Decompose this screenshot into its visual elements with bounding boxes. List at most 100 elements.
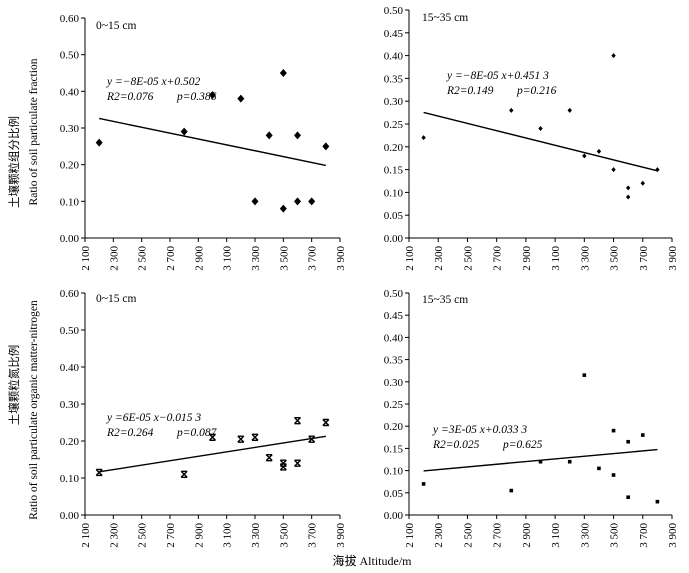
data-point xyxy=(421,482,426,486)
y-tick-label: 0.50 xyxy=(384,288,404,300)
y-tick-label: 0.35 xyxy=(384,73,404,85)
regression-p: p=0.386 xyxy=(176,91,217,103)
y-tick-label: 0.35 xyxy=(384,355,404,367)
data-point xyxy=(294,416,301,425)
x-tick-label: 3 100 xyxy=(222,523,234,548)
data-point xyxy=(237,435,245,443)
x-tick-label: 2 300 xyxy=(108,246,120,271)
x-tick-label: 2 900 xyxy=(193,246,205,271)
data-point xyxy=(180,127,188,136)
data-point xyxy=(308,197,316,206)
data-point xyxy=(567,459,572,464)
trend-line xyxy=(423,111,658,172)
x-tick-label: 3 700 xyxy=(638,523,650,548)
y-tick-label: 0.50 xyxy=(384,5,404,17)
data-point xyxy=(294,131,301,140)
x-tick-label: 2 700 xyxy=(492,523,504,548)
y-tick-label: 0.20 xyxy=(384,421,404,433)
y-tick-label: 0.30 xyxy=(60,399,80,411)
panel-top-left: 0.00 0.10 0.20 0.30 0.40 0.50 0.60 2 100 2 300 2 … xyxy=(60,13,347,271)
regression-p: p=0.087 xyxy=(176,427,218,439)
y-axis-title-bottom-cn: 土壤颗粒氮比例 xyxy=(7,345,21,426)
data-point xyxy=(625,185,631,191)
regression-equation: y =3E-05 x+0.033 3 xyxy=(432,424,527,436)
x-tick-label: 3 900 xyxy=(335,523,347,548)
panel-bottom-left: 0.00 0.10 0.20 0.30 0.40 0.50 0.60 2 100 2 300 2 … xyxy=(60,288,347,548)
x-tick-label: 3 300 xyxy=(250,246,262,271)
y-tick-label: 0.05 xyxy=(384,488,404,500)
x-tick-label: 2 900 xyxy=(521,246,533,271)
regression-equation: y =−8E-05 x+0.451 3 xyxy=(446,70,549,82)
data-point xyxy=(279,69,287,77)
x-tick-label: 3 100 xyxy=(222,246,234,271)
y-tick-label: 0.10 xyxy=(384,466,404,478)
x-tick-label: 2 100 xyxy=(404,523,416,548)
y-tick-label: 0.15 xyxy=(384,165,404,177)
data-point xyxy=(294,459,301,467)
y-tick-label: 0.45 xyxy=(384,28,404,40)
x-tick-label: 2 500 xyxy=(137,523,149,548)
data-point xyxy=(640,180,645,186)
data-point xyxy=(611,428,616,433)
data-point xyxy=(640,433,645,437)
x-tick-label: 2 700 xyxy=(165,246,177,271)
panel-top-right: 0.00 0.05 0.10 0.15 0.20 0.25 0.30 0.35 0.40 0.45… xyxy=(384,5,679,271)
data-point xyxy=(509,488,514,493)
y-tick-label: 0.00 xyxy=(384,510,404,522)
x-axis-title: 海拔 Altitude/m xyxy=(333,553,413,568)
data-point xyxy=(308,435,316,443)
trend-line xyxy=(99,435,326,473)
data-point xyxy=(611,167,616,173)
y-tick-label: 0.45 xyxy=(384,310,404,322)
data-point xyxy=(611,53,616,59)
x-tick-label: 2 500 xyxy=(462,523,474,548)
y-tick-label: 0.40 xyxy=(60,362,80,374)
x-tick-label: 2 500 xyxy=(462,246,474,271)
regression-equation: y =−8E-05 x+0.502 xyxy=(106,76,200,88)
data-point xyxy=(95,468,103,477)
y-tick-label: 0.25 xyxy=(384,119,404,131)
x-tick-label: 3 300 xyxy=(579,523,591,548)
x-tick-label: 2 700 xyxy=(492,246,504,271)
x-tick-label: 3 500 xyxy=(609,246,621,271)
x-tick-label: 3 700 xyxy=(638,246,650,271)
data-point xyxy=(265,453,273,462)
x-tick-label: 3 900 xyxy=(667,246,679,271)
x-tick-label: 2 500 xyxy=(137,246,149,271)
x-tick-label: 2 100 xyxy=(404,246,416,271)
x-tick-label: 2 300 xyxy=(108,523,120,548)
y-tick-label: 0.50 xyxy=(60,325,80,337)
x-tick-label: 3 100 xyxy=(550,523,562,548)
data-point xyxy=(655,167,660,173)
y-tick-label: 0.30 xyxy=(60,123,80,135)
x-tick-label: 2 900 xyxy=(193,523,205,548)
regression-r2: R2=0.025 xyxy=(432,439,480,451)
depth-label: 0~15 cm xyxy=(96,293,136,305)
x-tick-label: 2 300 xyxy=(433,523,445,548)
x-tick-label: 2 100 xyxy=(80,523,92,548)
x-tick-label: 3 500 xyxy=(278,246,290,271)
y-tick-label: 0.00 xyxy=(60,233,80,245)
data-point xyxy=(626,495,630,500)
data-point xyxy=(538,126,543,132)
y-tick-label: 0.40 xyxy=(384,51,404,63)
data-point xyxy=(180,470,188,478)
x-tick-label: 2 300 xyxy=(433,246,445,271)
y-tick-label: 0.40 xyxy=(384,332,404,344)
data-point xyxy=(251,433,259,441)
data-point xyxy=(322,142,330,151)
y-tick-label: 0.60 xyxy=(60,288,80,300)
trend-line xyxy=(99,117,326,167)
x-tick-label: 2 900 xyxy=(521,523,533,548)
data-point xyxy=(294,197,301,206)
x-tick-label: 3 500 xyxy=(278,523,290,548)
y-tick-label: 0.10 xyxy=(60,196,80,208)
y-axis-title-top-cn: 土壤颗粒组分比例 xyxy=(7,116,21,208)
data-point xyxy=(611,473,616,477)
regression-r2: R2=0.076 xyxy=(106,91,154,103)
y-tick-label: 0.20 xyxy=(60,436,80,448)
y-tick-label: 0.10 xyxy=(384,187,404,199)
data-point xyxy=(237,94,245,103)
panel-bottom-right: 0.00 0.05 0.10 0.15 0.20 0.25 0.30 0.35 0.40 0.45… xyxy=(384,288,679,548)
